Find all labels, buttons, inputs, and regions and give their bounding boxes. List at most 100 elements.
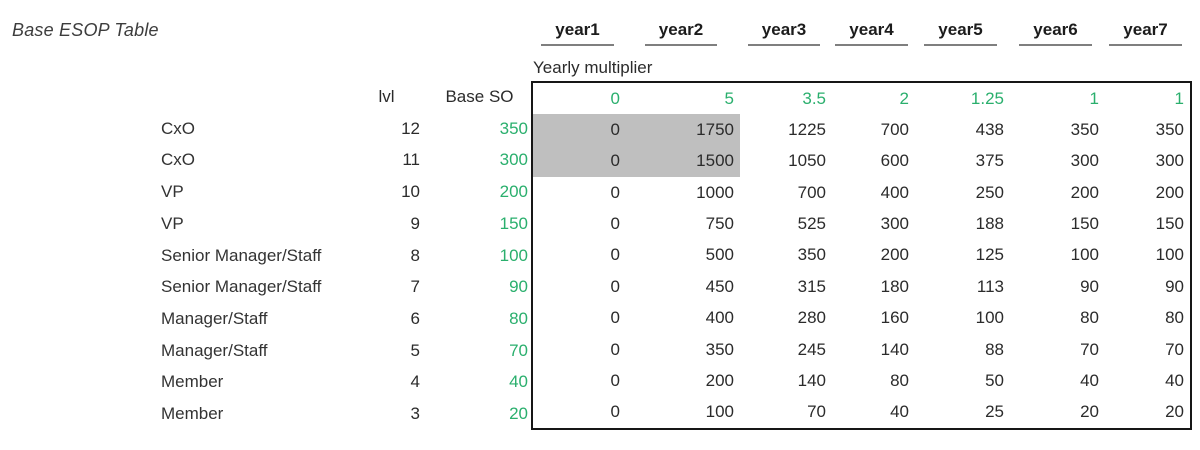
grid-data-row: 0 200 140 80 50 40 40 bbox=[533, 365, 1190, 396]
grid-cell: 20 bbox=[1165, 402, 1184, 422]
grid-cell: 350 bbox=[705, 339, 734, 359]
grid-cell: 160 bbox=[880, 308, 909, 328]
left-table-row: Senior Manager/Staff 8 100 bbox=[0, 240, 531, 272]
left-table-row: Member 3 20 bbox=[0, 398, 531, 430]
year-header-label: year6 bbox=[1019, 20, 1092, 46]
grid-cell: 20 bbox=[1080, 402, 1099, 422]
grid-data-row: 0 750 525 300 188 150 150 bbox=[533, 208, 1190, 239]
grid-cell: 80 bbox=[1165, 308, 1184, 328]
year-header-cell: year5 bbox=[913, 20, 1008, 46]
grid-cell: 100 bbox=[705, 402, 734, 422]
grid-cell: 200 bbox=[880, 245, 909, 265]
year-header-cell: year6 bbox=[1008, 20, 1103, 46]
base-so-value: 90 bbox=[509, 277, 528, 297]
role-label: Member bbox=[161, 404, 224, 424]
grid-box: 0 5 3.5 2 1.25 1 1 0 1750 1225 700 438 350 350 0 1500 10… bbox=[531, 81, 1192, 430]
lvl-value: 11 bbox=[402, 150, 420, 170]
grid-cell: 200 bbox=[1155, 182, 1184, 202]
year-header-row: year1 year2 year3 year4 year5 year6 year7 bbox=[531, 20, 1188, 46]
grid-data-row: 0 450 315 180 113 90 90 bbox=[533, 271, 1190, 302]
grid-cell: 200 bbox=[705, 370, 734, 390]
left-table-row: Manager/Staff 6 80 bbox=[0, 303, 531, 335]
grid-cell: 140 bbox=[880, 339, 909, 359]
grid-cell: 0 bbox=[610, 339, 620, 359]
multiplier-row-label: Yearly multiplier bbox=[533, 58, 653, 77]
base-so-value: 150 bbox=[499, 213, 528, 233]
year-header-label: year1 bbox=[541, 20, 614, 46]
grid-cell: 300 bbox=[880, 214, 909, 234]
left-table-row: Senior Manager/Staff 7 90 bbox=[0, 271, 531, 303]
left-table-row: VP 10 200 bbox=[0, 176, 531, 208]
grid-cell: 525 bbox=[797, 214, 826, 234]
grid-cell: 245 bbox=[797, 339, 826, 359]
grid-cell: 375 bbox=[975, 151, 1004, 171]
base-so-value: 200 bbox=[499, 182, 528, 202]
year-header-label: year3 bbox=[747, 20, 821, 46]
grid-cell: 1750 bbox=[626, 114, 740, 146]
year-header-cell: year1 bbox=[531, 20, 624, 46]
grid-cell: 700 bbox=[797, 182, 826, 202]
left-table-row: CxO 11 300 bbox=[0, 144, 531, 176]
multiplier-value: 1 bbox=[1174, 88, 1184, 108]
grid-cell: 438 bbox=[975, 120, 1004, 140]
grid-cell: 1225 bbox=[788, 120, 826, 140]
grid-cell: 400 bbox=[880, 182, 909, 202]
grid-data-row: 0 1000 700 400 250 200 200 bbox=[533, 177, 1190, 208]
grid-cell: 70 bbox=[1080, 339, 1099, 359]
grid-cell: 90 bbox=[1080, 276, 1099, 296]
grid-cell: 200 bbox=[1070, 182, 1099, 202]
grid-cell: 100 bbox=[975, 308, 1004, 328]
base-so-value: 80 bbox=[509, 309, 528, 328]
lvl-value: 6 bbox=[410, 309, 420, 328]
grid-cell: 0 bbox=[610, 308, 620, 328]
base-so-value: 350 bbox=[499, 118, 528, 138]
grid-cell: 150 bbox=[1155, 214, 1184, 234]
year-header-label: year4 bbox=[835, 20, 908, 46]
grid-cell: 600 bbox=[880, 151, 909, 171]
year-header-cell: year3 bbox=[738, 20, 830, 46]
year-header-label: year2 bbox=[644, 20, 718, 46]
grid-cell: 0 bbox=[610, 402, 620, 422]
lvl-value: 8 bbox=[410, 245, 420, 265]
left-table: lvl Base SO CxO 12 350 CxO 11 300 VP 10 200 VP 9 15… bbox=[0, 81, 531, 430]
left-table-row: Manager/Staff 5 70 bbox=[0, 335, 531, 367]
role-label: Senior Manager/Staff bbox=[161, 245, 322, 265]
lvl-value: 3 bbox=[410, 404, 420, 424]
grid-cell: 0 bbox=[610, 370, 620, 390]
grid-cell: 125 bbox=[975, 245, 1004, 265]
grid-cell: 280 bbox=[797, 308, 826, 328]
lvl-value: 4 bbox=[410, 372, 420, 392]
grid-cell: 315 bbox=[797, 276, 826, 296]
lvl-value: 10 bbox=[401, 182, 420, 202]
page-title: Base ESOP Table bbox=[12, 20, 159, 40]
grid-cell: 50 bbox=[985, 370, 1004, 390]
grid-cell: 1500 bbox=[626, 145, 740, 178]
grid-cell: 350 bbox=[1155, 120, 1184, 140]
role-label: Senior Manager/Staff bbox=[161, 277, 322, 297]
grid-cell: 350 bbox=[797, 245, 826, 265]
lvl-value: 12 bbox=[401, 118, 420, 138]
multiplier-value: 1 bbox=[1089, 88, 1099, 108]
grid-cell: 350 bbox=[1070, 120, 1099, 140]
grid-cell: 180 bbox=[880, 276, 909, 296]
role-label: CxO bbox=[161, 118, 195, 138]
grid-cell: 1000 bbox=[696, 182, 734, 202]
year-header-cell: year4 bbox=[830, 20, 913, 46]
multiplier-value: 0 bbox=[610, 88, 620, 108]
grid-data-row: 0 400 280 160 100 80 80 bbox=[533, 303, 1190, 334]
role-label: CxO bbox=[161, 150, 195, 170]
grid-data-row: 0 500 350 200 125 100 100 bbox=[533, 240, 1190, 271]
year-header-label: year5 bbox=[924, 20, 997, 46]
role-label: Member bbox=[161, 372, 224, 392]
left-table-row: CxO 12 350 bbox=[0, 113, 531, 145]
grid-cell: 0 bbox=[610, 276, 620, 296]
base-so-value: 20 bbox=[509, 404, 528, 424]
grid-cell: 80 bbox=[1080, 308, 1099, 328]
grid-data-row: 0 1500 1050 600 375 300 300 bbox=[533, 145, 1190, 178]
grid-cell: 100 bbox=[1155, 245, 1184, 265]
base-so-value: 300 bbox=[499, 150, 528, 170]
role-label: VP bbox=[161, 182, 184, 202]
grid-cell: 500 bbox=[705, 245, 734, 265]
grid-cell: 0 bbox=[610, 214, 620, 234]
